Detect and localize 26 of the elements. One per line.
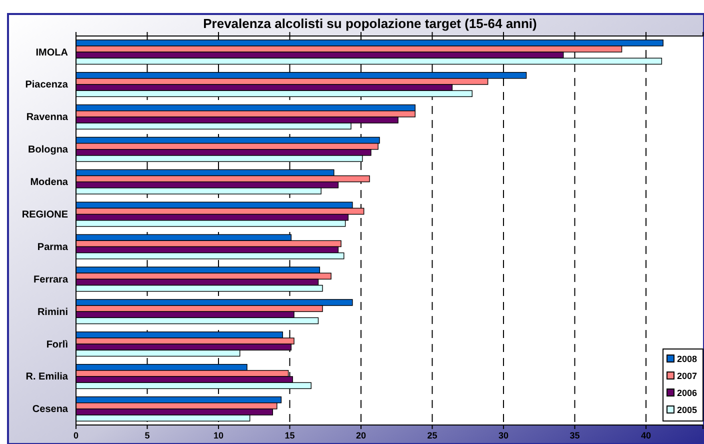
x-tick-label: 15: [284, 430, 295, 440]
x-tick-label: 30: [498, 430, 509, 440]
y-tick-label: Rimini: [37, 306, 68, 318]
chart-title: Prevalenza alcolisti su popolazione target (15-64 anni): [203, 16, 537, 31]
legend-label: 2008: [677, 354, 698, 364]
legend-label: 2005: [677, 405, 698, 415]
y-tick-label: Ferrara: [34, 274, 68, 286]
y-tick-label: IMOLA: [36, 47, 68, 58]
x-tick-label: 20: [356, 430, 366, 440]
x-tick-label: 35: [570, 430, 580, 440]
y-tick-label: Bologna: [28, 144, 68, 156]
y-tick-label: Forlì: [46, 339, 68, 350]
y-tick-label: Cesena: [32, 404, 68, 416]
y-tick-label: Ravenna: [26, 112, 68, 124]
x-tick-label: 0: [73, 430, 79, 440]
x-tick-label: 25: [427, 430, 438, 440]
y-tick-label: Piacenza: [25, 80, 68, 91]
x-tick-label: 10: [213, 430, 224, 440]
legend-label: 2007: [677, 371, 698, 381]
y-tick-label: Parma: [37, 242, 68, 253]
x-tick-label: 5: [144, 430, 150, 440]
y-tick-label: Modena: [30, 177, 68, 188]
x-tick-label: 40: [640, 430, 652, 440]
y-tick-label: REGIONE: [22, 209, 68, 220]
legend-label: 2006: [677, 388, 698, 398]
y-tick-label: R. Emilia: [26, 372, 68, 383]
